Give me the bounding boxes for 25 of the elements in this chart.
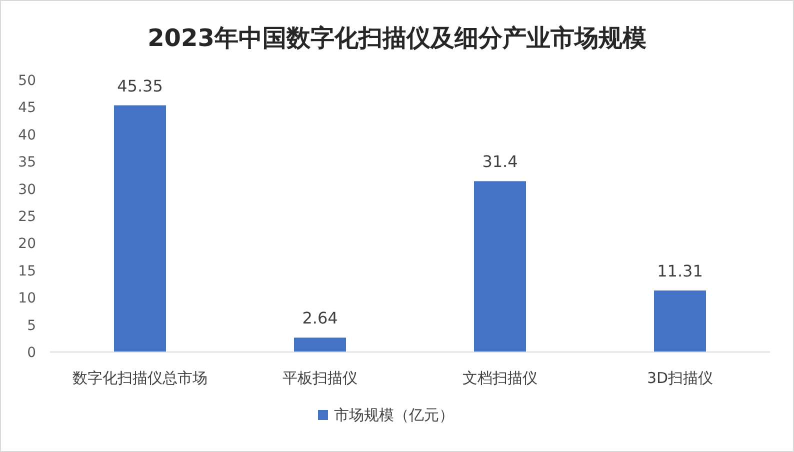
- data-label: 31.4: [482, 152, 518, 172]
- data-label: 45.35: [117, 76, 163, 96]
- y-tick-label: 40: [18, 127, 36, 144]
- y-tick-label: 10: [18, 290, 36, 307]
- x-tick-label: 平板扫描仪: [282, 369, 358, 387]
- bar: [114, 105, 166, 352]
- y-tick-label: 0: [27, 345, 36, 361]
- y-tick-label: 35: [18, 154, 36, 171]
- data-label: 2.64: [302, 308, 338, 328]
- y-tick-label: 15: [18, 263, 36, 280]
- bar: [294, 338, 346, 352]
- bar: [654, 290, 706, 352]
- y-tick-label: 30: [18, 182, 36, 198]
- y-tick-label: 5: [27, 318, 36, 334]
- y-tick-label: 25: [18, 209, 36, 225]
- y-tick-label: 50: [18, 73, 36, 89]
- y-tick-label: 45: [18, 100, 36, 116]
- x-tick-label: 3D扫描仪: [646, 369, 714, 387]
- data-label: 11.31: [657, 261, 703, 280]
- chart-title: 2023年中国数字化扫描仪及细分产业市场规模: [148, 24, 646, 52]
- bar: [474, 181, 526, 352]
- y-tick-label: 20: [18, 236, 36, 252]
- x-tick-label: 数字化扫描仪总市场: [72, 369, 208, 387]
- x-tick-label: 文档扫描仪: [462, 369, 538, 387]
- legend-label: 市场规模（亿元）: [334, 406, 454, 424]
